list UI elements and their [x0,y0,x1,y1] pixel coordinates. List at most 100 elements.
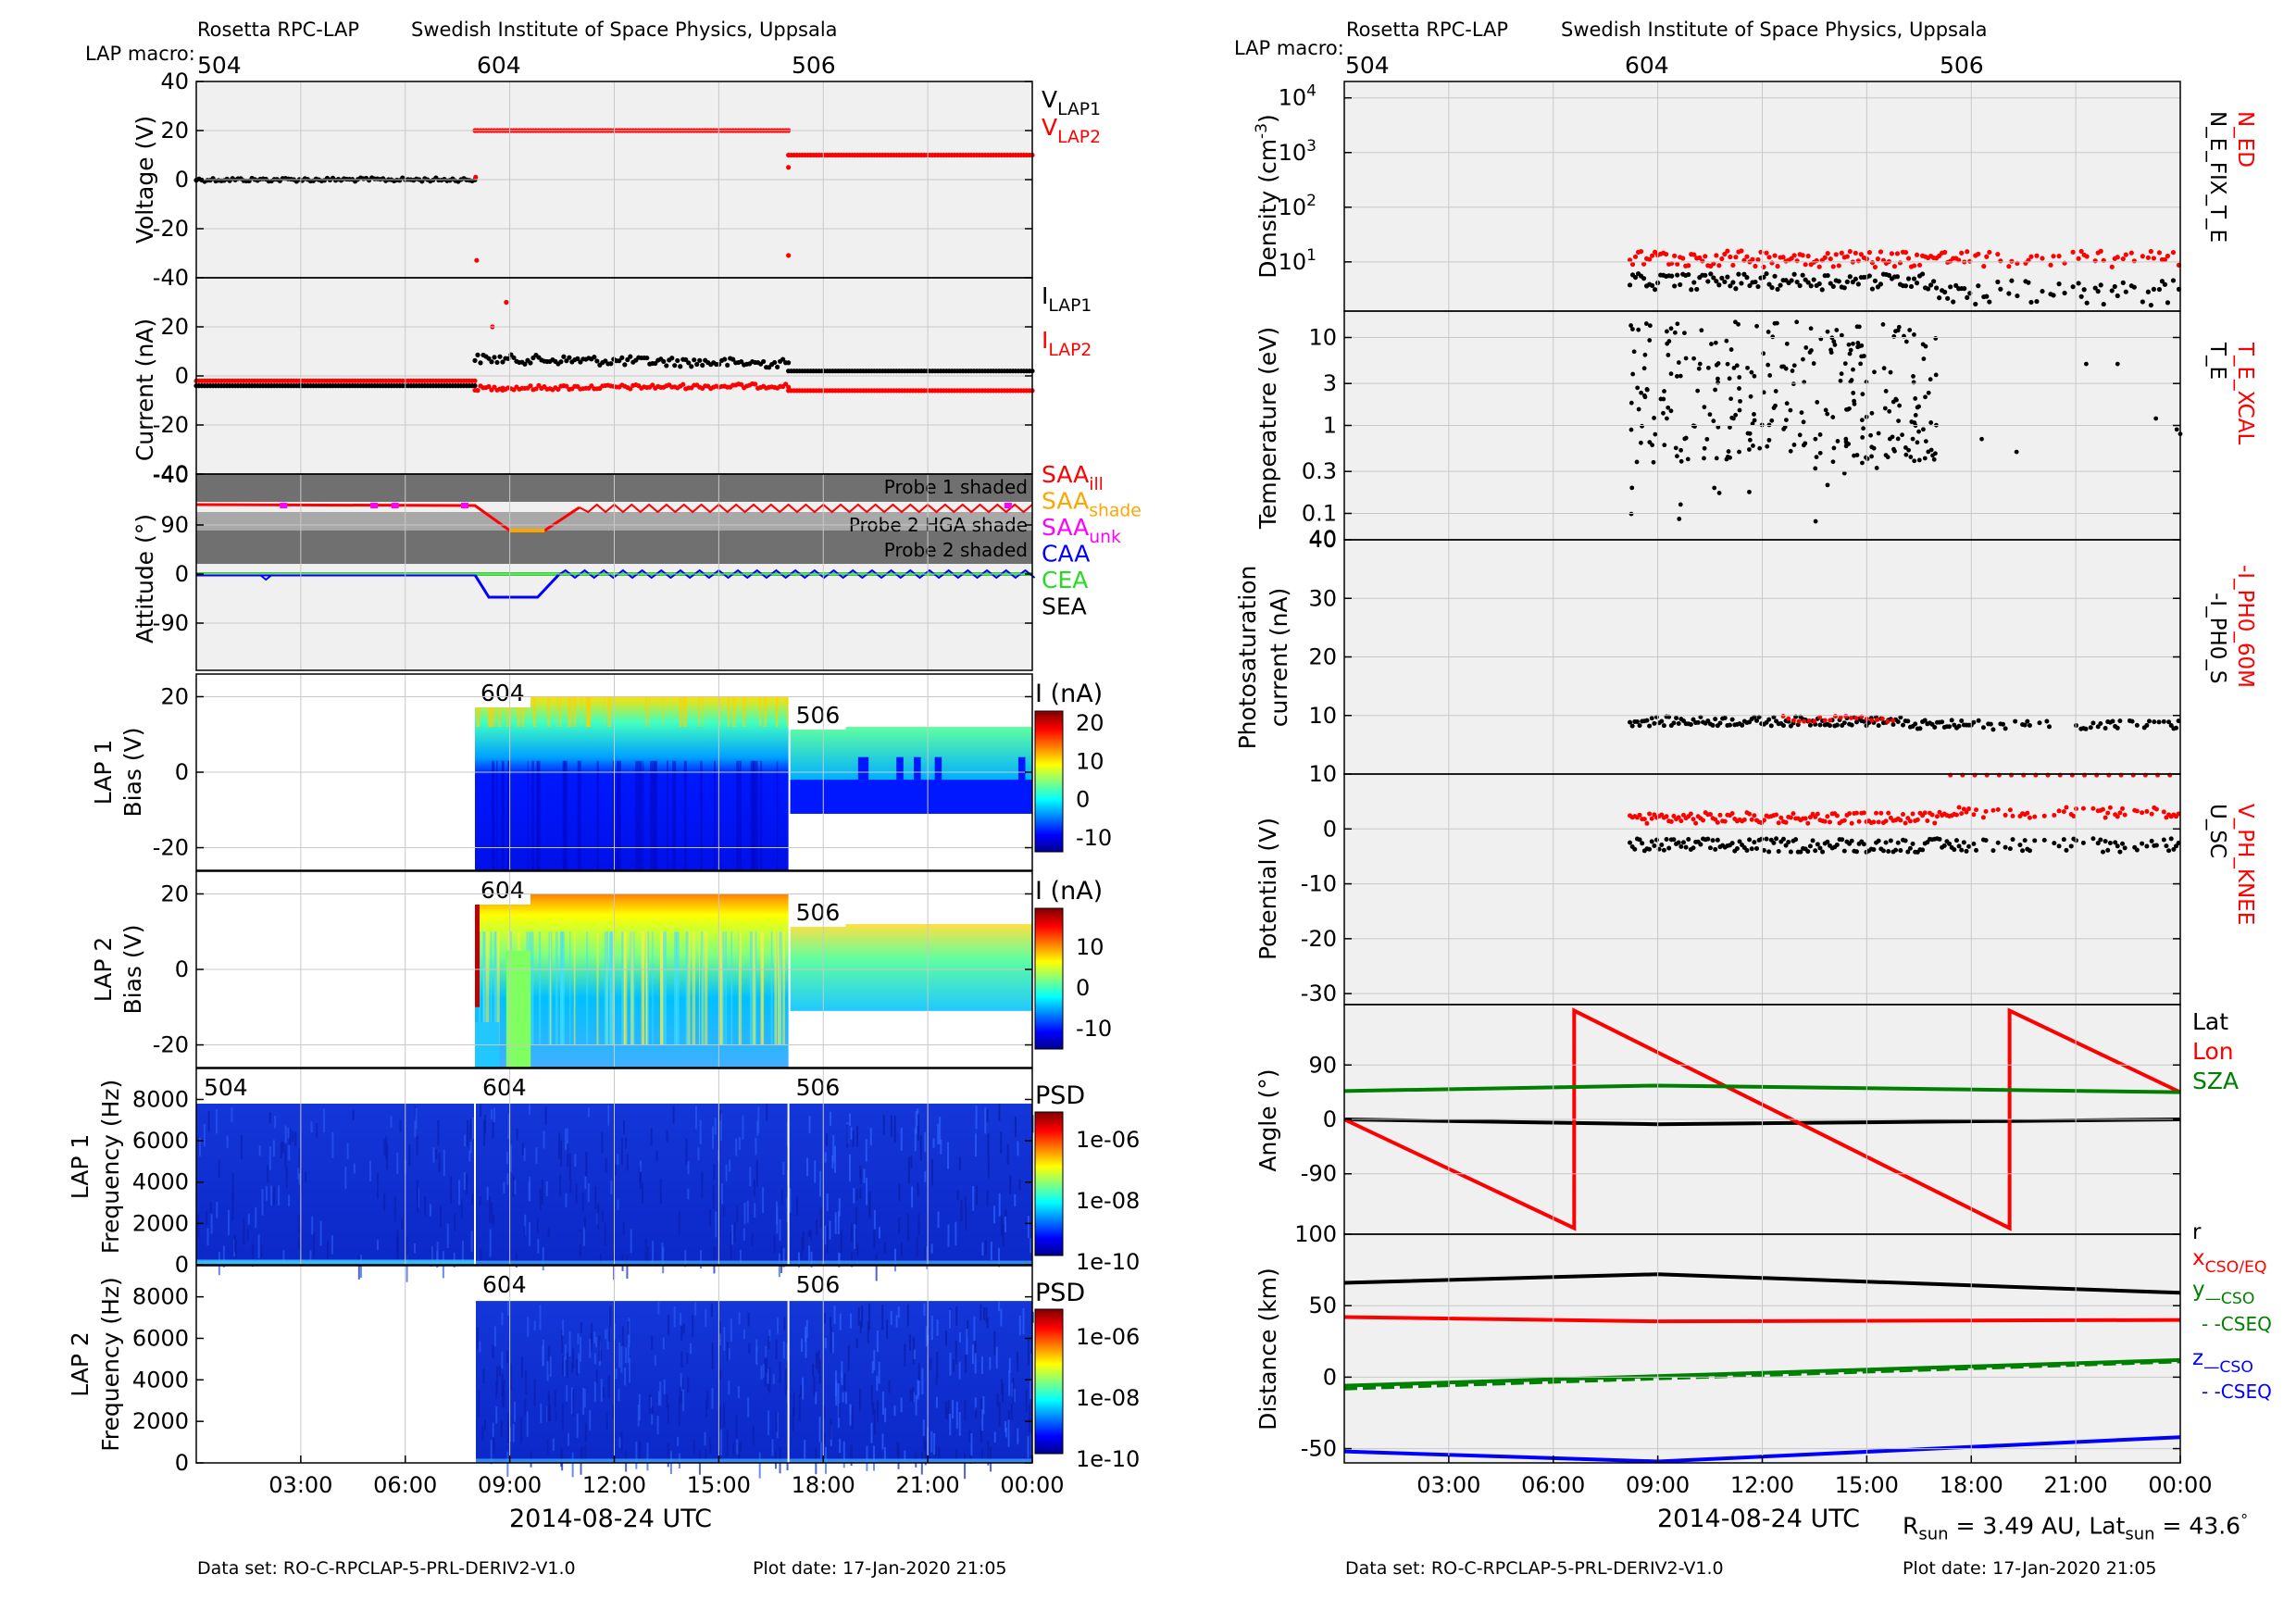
lap1-psd-panel-texture [233,1234,236,1253]
lap1-psd-panel-texture [825,1133,828,1146]
lap1-bias-panel-604-streak [635,760,639,870]
lap1-psd-panel-texture [1017,1141,1019,1156]
temperature-t-e-point [1647,338,1653,343]
lap1-psd-panel-colorbar-label: PSD [1035,1081,1085,1110]
lap2-psd-panel-texture [805,1319,808,1338]
current-ILAP1-point [739,359,744,365]
lap2-psd-panel-texture [986,1317,989,1329]
lap1-bias-panel-604-streak [588,696,592,728]
lap1-bias-panel-604-streak [742,696,746,728]
current-ILAP1-point [622,362,628,368]
lap2-psd-panel-texture [705,1308,707,1327]
lap2-psd-panel-texture [571,1452,574,1478]
lap2-psd-panel-texture [993,1431,996,1443]
lap2-psd-panel-texture [857,1306,860,1326]
potential-u-sc-point [2140,841,2145,846]
attitude-legend-sea: SEA [1042,593,1087,620]
temperature-t-e-point [1766,422,1772,428]
current-ILAP1-point [694,361,700,368]
lap1-psd-panel-504-low-band [196,1259,475,1265]
current-ILAP1-point [472,383,478,389]
lap1-psd-panel-colorbar [1034,1111,1064,1256]
lap2-psd-panel-texture [678,1398,680,1426]
current-ILAP1-point [697,357,703,363]
density-n-ed-point [1722,251,1728,257]
lap2-psd-panel-texture [841,1372,843,1385]
lap2-psd-panel-texture [823,1312,826,1324]
potential-u-sc-point [1995,840,2001,845]
lap1-psd-panel-texture [470,1230,473,1252]
lap1-psd-panel-texture [429,1204,431,1218]
density-n-ed-point [1866,250,1872,256]
density-n-ed-point [1791,253,1797,258]
density-n-ed-point [2051,254,2056,259]
lap2-psd-panel-texture [520,1427,523,1443]
lap1-psd-panel-texture [802,1230,805,1252]
density-n-ed-point [1672,253,1678,258]
lap2-psd-panel-texture [624,1368,627,1386]
photosat-i-ph0-s-point [1817,722,1823,728]
potential-u-sc-point [1907,845,1913,851]
potential-u-sc-point [1886,849,1891,855]
lap1-psd-panel-texture [396,1234,399,1262]
lap2-psd-panel-texture [1008,1357,1011,1373]
lap2-psd-panel-texture [1012,1378,1015,1404]
attitude-saa-unk-mark [280,503,288,508]
macro-506-right: 506 [1940,52,1984,79]
lap2-psd-panel-texture [949,1352,952,1376]
potential-u-sc-point [1752,840,1757,845]
lap2-psd-panel-texture [666,1393,668,1408]
lap2-psd-panel-texture [1013,1388,1016,1403]
lap2-psd-panel-texture [838,1404,841,1418]
density-n-ed-point [1711,261,1716,267]
left-x-axis-xtick-label: 00:00 [1000,1472,1064,1498]
density-n-e-fix-point [1741,271,1747,277]
angle-legend-lat: Lat [2192,1008,2228,1035]
density-n-e-fix-point [2015,293,2020,299]
lap2-psd-panel-texture [949,1309,952,1329]
lap1-psd-panel-texture [801,1237,804,1258]
density-n-ed-point [2076,256,2081,261]
lap2-psd-panel-texture [680,1351,683,1368]
lap1-psd-panel-texture [521,1143,524,1156]
current-ILAP1-point [689,364,694,369]
lap1-psd-panel-texture [782,1162,785,1175]
photosat-i-ph0-s-point [2047,724,2053,730]
potential-v-ph-knee-point [1637,812,1642,818]
lap2-bias-panel-colorbar [1034,907,1064,1050]
photosat-i-ph0-s-point [1717,720,1723,726]
photosat-i-ph0-s-point [2013,718,2018,724]
density-n-e-fix-point [2156,286,2163,293]
photosat-i-ph0-s-point [1976,718,1981,723]
temperature-t-e-point [1869,454,1874,459]
current-ILAP1-point [661,358,667,364]
lap2-psd-panel-texture [897,1306,900,1318]
temperature-t-e-point [1678,458,1684,464]
photosat-i-ph0-s-point [1634,719,1640,725]
temperature-t-e-point [1734,363,1740,369]
lap1-psd-panel-texture [390,1116,393,1129]
density-n-e-fix-point [2051,293,2056,298]
lap1-psd-panel-texture [414,1243,417,1254]
lap1-psd-panel-texture [900,1242,903,1256]
temperature-t-e-point [1767,373,1773,378]
current-ILAP2-point [472,378,478,383]
lap2-psd-panel-texture [923,1303,926,1317]
temperature-t-e-point [1894,397,1899,403]
temperature-t-e-point [1675,454,1679,459]
current-ILAP1-point [644,355,650,361]
right-x-axis-xtick-label: 06:00 [1521,1472,1585,1498]
distance-legend-z: z—CSO [2192,1346,2253,1377]
lap2-psd-panel-texture [548,1345,551,1366]
photosat-i-ph0-s-point [1713,717,1718,722]
temperature-t-e-point [1770,334,1776,340]
lap1-psd-panel-texture [782,1247,785,1268]
lap2-psd-panel-texture [689,1343,692,1355]
lap2-psd-panel-texture [705,1449,707,1462]
lap1-psd-panel-texture [604,1222,606,1246]
lap1-bias-panel-604-streak [531,760,535,870]
lap1-psd-panel-texture [879,1227,881,1239]
lap1-psd-panel-texture [480,1248,482,1265]
lap2-psd-panel-texture [728,1348,730,1360]
density-n-e-fix-point [2165,300,2171,306]
